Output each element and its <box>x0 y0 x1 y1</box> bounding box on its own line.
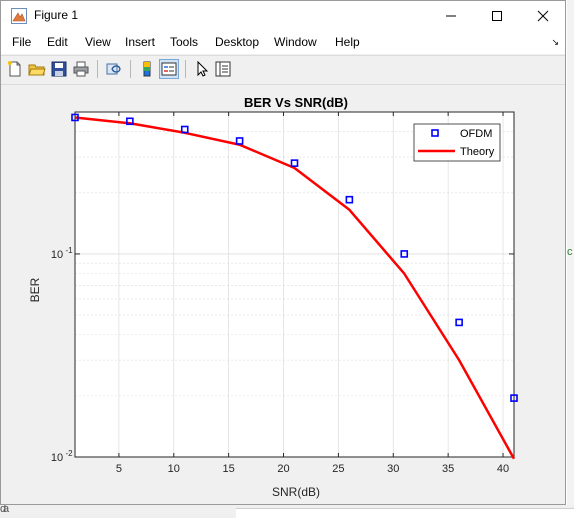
x-axis-label: SNR(dB) <box>272 485 320 499</box>
toolbar-separator <box>130 60 131 78</box>
legend-marker-ofdm <box>431 129 439 137</box>
figure-window: Figure 1 File Edit View Insert Tools Des… <box>0 0 566 505</box>
menu-tools[interactable]: Tools <box>170 35 199 49</box>
window-title: Figure 1 <box>34 8 79 22</box>
matlab-figure-icon <box>11 8 27 24</box>
x-tick-label: 5 <box>116 463 122 475</box>
x-tick-label: 10 <box>168 463 180 475</box>
legend-label-theory: Theory <box>460 146 495 158</box>
menu-help[interactable]: Help <box>335 35 360 49</box>
background-code-fragment: d <box>0 503 7 515</box>
close-icon <box>537 10 549 22</box>
x-tick-label: 35 <box>442 463 454 475</box>
menu-file[interactable]: File <box>12 35 32 49</box>
data-point-ofdm <box>71 113 79 122</box>
colorbar-icon[interactable] <box>138 60 156 78</box>
background-code-fragment: a <box>3 503 10 515</box>
menu-window[interactable]: Window <box>274 35 317 49</box>
x-tick-label: 40 <box>497 463 509 475</box>
x-tick-label: 15 <box>223 463 235 475</box>
y-tick-exponent: -1 <box>65 246 73 255</box>
x-tick-label: 30 <box>387 463 399 475</box>
menu-insert[interactable]: Insert <box>125 35 156 49</box>
x-tick-label: 25 <box>332 463 344 475</box>
minimize-button[interactable] <box>428 1 474 31</box>
legend-icon[interactable] <box>159 59 179 79</box>
legend-box <box>413 123 501 162</box>
background-window-edge <box>567 0 574 518</box>
data-point-ofdm <box>510 394 518 402</box>
dock-arrow-icon[interactable]: ↘ <box>551 37 559 47</box>
y-tick-label: 10 <box>51 249 63 261</box>
toolbar <box>1 55 565 85</box>
data-point-ofdm <box>345 195 354 204</box>
background-code-fragment: c <box>567 246 573 258</box>
menu-view[interactable]: View <box>85 35 111 49</box>
new-file-icon[interactable] <box>6 60 24 78</box>
data-point-ofdm <box>455 318 463 327</box>
chart-series <box>71 113 518 460</box>
chart-grid <box>75 111 514 458</box>
figure-canvas: 5 10 15 20 25 30 35 40 10 -1 10 -2 BER Vs SNR(dB) S… <box>5 85 561 501</box>
menu-bar: File Edit View Insert Tools Desktop Wind… <box>1 31 565 54</box>
data-point-ofdm <box>126 117 134 126</box>
y-axis-label: BER <box>28 277 42 302</box>
axes-box <box>74 111 515 458</box>
data-point-ofdm <box>400 250 409 258</box>
chart-title: BER Vs SNR(dB) <box>244 95 348 110</box>
legend-label-ofdm: OFDM <box>460 128 492 140</box>
open-folder-icon[interactable] <box>28 60 46 78</box>
y-tick-exponent: -2 <box>65 449 73 458</box>
save-icon[interactable] <box>50 60 68 78</box>
y-tick-label: 10 <box>51 452 63 464</box>
x-tick-label: 20 <box>277 463 289 475</box>
series-line-theory <box>74 116 516 460</box>
toolbar-separator <box>185 60 186 78</box>
menu-desktop[interactable]: Desktop <box>215 35 260 49</box>
link-icon[interactable] <box>105 60 123 78</box>
property-inspector-icon[interactable] <box>214 60 232 78</box>
minimize-icon <box>446 15 456 17</box>
toolbar-separator <box>97 60 98 78</box>
title-bar[interactable]: Figure 1 <box>1 1 565 31</box>
legend[interactable]: OFDM Theory <box>413 123 501 162</box>
menu-edit[interactable]: Edit <box>47 35 68 49</box>
data-point-ofdm <box>290 159 299 167</box>
data-point-ofdm <box>235 137 244 145</box>
close-button[interactable] <box>520 1 566 31</box>
pointer-icon[interactable] <box>193 60 211 78</box>
background-window-bottom-panel <box>236 508 574 519</box>
maximize-icon <box>492 11 502 21</box>
print-icon[interactable] <box>72 60 90 78</box>
maximize-button[interactable] <box>474 1 520 31</box>
data-point-ofdm <box>180 125 189 134</box>
